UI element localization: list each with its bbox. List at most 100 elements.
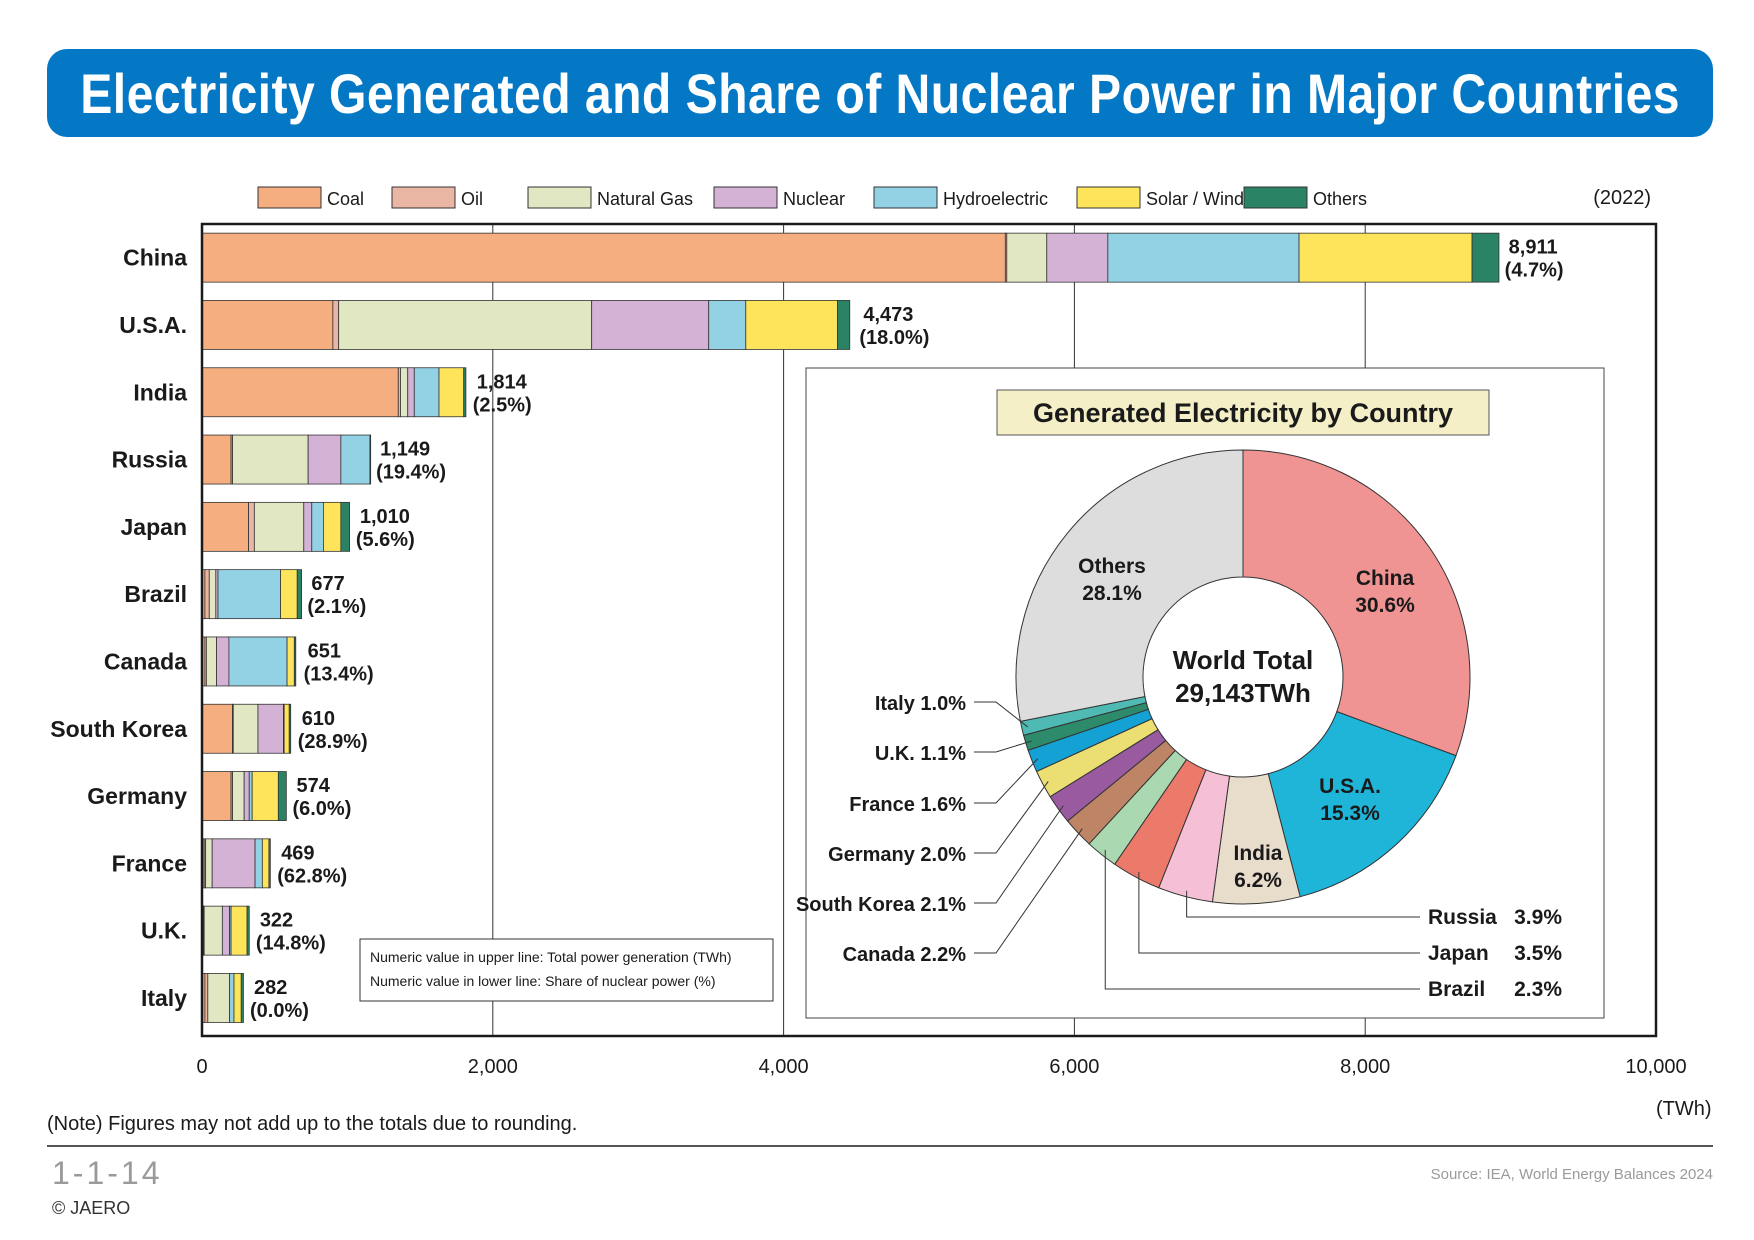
bar-segment <box>230 905 248 956</box>
pie-slice <box>1267 711 1457 898</box>
pie-slice-percent: 15.3% <box>1320 802 1380 825</box>
pie-leader-line <box>974 740 1032 753</box>
total-value-label: 677 <box>311 573 344 595</box>
legend-label: Others <box>1313 189 1367 209</box>
bar-segment <box>253 501 305 552</box>
bar-segment <box>400 367 409 418</box>
explanation-line-share: Numeric value in lower line: Share of nu… <box>370 973 715 989</box>
x-tick-label: 0 <box>196 1056 207 1078</box>
category-label: Italy <box>141 985 187 1011</box>
legend-swatch <box>713 186 778 209</box>
pie-slice-name: U.S.A. <box>1319 775 1381 798</box>
pie-leader-line <box>1138 871 1420 954</box>
bar-segment <box>1298 232 1473 283</box>
bar-segment <box>280 569 298 620</box>
bar-segment <box>745 300 838 350</box>
total-value-label: 4,473 <box>863 304 913 326</box>
bar-segment <box>288 703 292 754</box>
bar-segment <box>232 703 259 754</box>
total-value-label: 282 <box>254 977 287 999</box>
value-explanation-box: Numeric value in upper line: Total power… <box>359 938 774 1002</box>
pie-slice <box>1242 449 1471 757</box>
legend-label: Solar / Wind <box>1146 189 1244 209</box>
figure-number: 1-1-14 <box>52 1155 163 1191</box>
footer-divider <box>47 1145 1713 1147</box>
pie-slice-name: India <box>1233 842 1282 865</box>
pie-callout-percent: 3.9% <box>1514 906 1562 929</box>
bar-segment <box>205 636 217 687</box>
legend-swatch <box>391 186 456 209</box>
bar-segment <box>268 838 271 889</box>
pie-inset: Generated Electricity by Country World To… <box>796 367 1605 1019</box>
pie-leader-line <box>1186 890 1420 918</box>
bar-segment <box>201 434 232 485</box>
bar-segment <box>201 300 334 350</box>
pie-callout-name: Japan <box>1428 942 1489 965</box>
explanation-box-frame <box>359 938 774 1002</box>
bar-segment <box>836 300 851 350</box>
bar-segment <box>207 973 231 1023</box>
bar-segment <box>340 501 350 552</box>
nuclear-share-label: (62.8%) <box>277 865 347 887</box>
legend-label: Coal <box>327 189 364 209</box>
nuclear-share-label: (4.7%) <box>1505 260 1564 282</box>
pie-leader-line <box>974 758 1039 804</box>
pie-callout-label: U.K. 1.1% <box>875 743 966 765</box>
pie-leader-line <box>974 828 1083 954</box>
bar-segment <box>204 973 209 1023</box>
nuclear-share-label: (6.0%) <box>292 798 351 820</box>
bar-segment <box>232 771 245 821</box>
bar-segment <box>708 300 747 350</box>
bar-segment <box>591 300 710 350</box>
pie-title-box <box>996 389 1490 436</box>
category-label: India <box>133 379 187 405</box>
nuclear-share-label: (19.4%) <box>376 462 446 484</box>
category-label: Brazil <box>124 581 187 607</box>
category-label: South Korea <box>50 716 187 742</box>
bar-segment <box>216 636 230 687</box>
nuclear-share-label: (2.1%) <box>307 596 366 618</box>
bar-segment <box>203 905 223 956</box>
pie-slice-percent: 28.1% <box>1082 582 1142 605</box>
total-value-label: 574 <box>296 775 330 797</box>
pie-title: Generated Electricity by Country <box>1033 398 1453 428</box>
copyright-text: © JAERO <box>52 1198 131 1218</box>
bar-segment <box>201 232 1006 283</box>
pie-slice <box>1015 449 1244 722</box>
bar-segment <box>201 367 399 418</box>
category-label: U.S.A. <box>119 312 187 338</box>
x-tick-label: 4,000 <box>759 1056 809 1078</box>
bar-segment <box>307 434 342 485</box>
bar-segment <box>293 636 297 687</box>
total-value-label: 8,911 <box>1509 237 1558 259</box>
category-label: Russia <box>112 447 188 473</box>
bar-segment <box>251 771 279 821</box>
legend-swatch <box>1076 186 1141 209</box>
x-tick-label: 8,000 <box>1340 1056 1390 1078</box>
bar-segment <box>257 703 284 754</box>
plot-frame <box>200 222 1658 1038</box>
total-value-label: 322 <box>260 910 293 932</box>
nuclear-share-label: (14.8%) <box>256 933 326 955</box>
pie-callout-label: South Korea 2.1% <box>796 894 966 916</box>
pie-leader-line <box>1104 849 1420 990</box>
title-banner: Electricity Generated and Share of Nucle… <box>47 49 1713 137</box>
nuclear-share-label: (18.0%) <box>859 327 929 349</box>
total-value-label: 610 <box>302 708 335 730</box>
total-value-label: 1,010 <box>360 506 410 528</box>
bar-segment <box>232 434 309 485</box>
legend-swatch <box>257 186 322 209</box>
category-label: Germany <box>87 783 187 809</box>
bar-segment <box>254 838 263 889</box>
x-tick-label: 6,000 <box>1049 1056 1099 1078</box>
bar-segment <box>311 501 324 552</box>
bar-segment <box>233 973 242 1023</box>
bar-segment <box>407 367 415 418</box>
pie-slice-percent: 30.6% <box>1355 594 1415 617</box>
pie-callout-name: Brazil <box>1428 978 1485 1001</box>
bar-segment <box>240 973 244 1023</box>
pie-callout-label: Canada 2.2% <box>843 944 967 966</box>
chart-title: Electricity Generated and Share of Nucle… <box>80 61 1680 125</box>
bar-segment <box>201 703 233 754</box>
category-label: U.K. <box>141 918 187 944</box>
